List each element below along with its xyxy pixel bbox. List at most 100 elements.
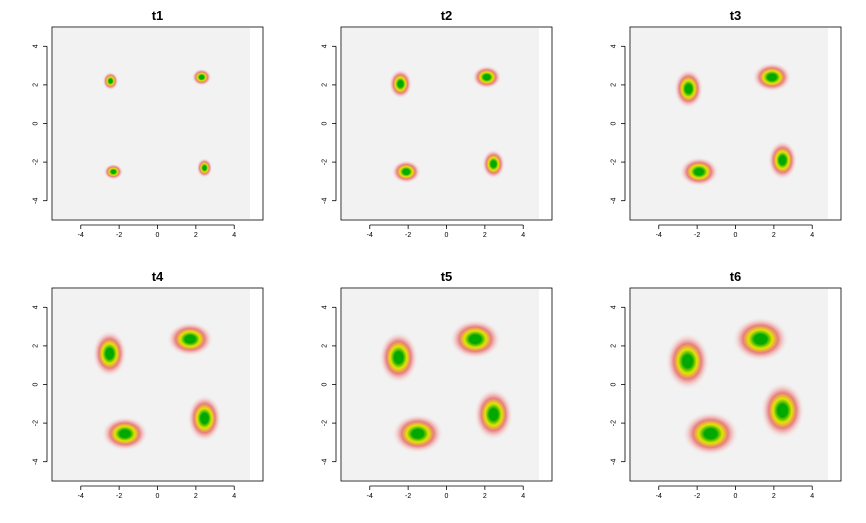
density-blob-1 <box>102 71 119 91</box>
y-tick-label: -4 <box>611 458 618 464</box>
density-blob-2 <box>732 316 789 362</box>
x-tick-label: 2 <box>772 493 776 500</box>
density-blob-3 <box>679 156 719 187</box>
density-blob-1 <box>673 68 704 109</box>
panel-title: t2 <box>441 8 453 23</box>
density-blob-4 <box>481 149 506 179</box>
y-tick-label: -4 <box>33 458 40 464</box>
y-tick-label: 4 <box>611 305 618 309</box>
x-tick-label: 2 <box>483 232 487 239</box>
density-blob-1 <box>388 69 413 99</box>
plot-frame <box>51 26 264 221</box>
x-tick-label: 2 <box>772 232 776 239</box>
density-blob-2 <box>191 68 212 86</box>
x-tick-label: -4 <box>78 232 84 239</box>
panel-title: t5 <box>441 269 453 284</box>
density-blob-4 <box>473 388 514 441</box>
x-tick-label: -4 <box>656 493 662 500</box>
heatmap-background <box>631 28 828 219</box>
y-tick-label: 0 <box>33 382 40 386</box>
x-tick-label: -2 <box>694 493 700 500</box>
density-blob-3 <box>391 160 421 184</box>
y-tick-label: 2 <box>322 83 329 87</box>
panel-t3: t3 -4 -2 0 2 4 -4 -2 0 2 4 <box>611 8 842 239</box>
density-blob-1 <box>665 332 710 390</box>
heatmap-background <box>53 28 250 219</box>
density-blob-2 <box>752 62 792 93</box>
x-tick-label: 0 <box>156 493 160 500</box>
y-tick-label: -4 <box>33 197 40 203</box>
panel-t4: t4 -4 -2 0 2 4 -4 -2 0 2 4 <box>33 269 264 500</box>
density-blob-2 <box>472 65 502 89</box>
y-tick-label: 2 <box>611 83 618 87</box>
density-blob-1 <box>378 331 419 384</box>
x-tick-label: 4 <box>810 232 814 239</box>
y-tick-label: 0 <box>33 121 40 125</box>
x-tick-label: -4 <box>78 493 84 500</box>
x-tick-label: -2 <box>116 232 122 239</box>
y-tick-label: -2 <box>33 420 40 426</box>
y-tick-label: 0 <box>322 121 329 125</box>
panel-title: t1 <box>152 8 164 23</box>
y-tick-label: -2 <box>33 159 40 165</box>
density-blob-2 <box>166 321 214 357</box>
density-blob-3 <box>391 413 444 454</box>
panel-title: t4 <box>152 269 164 284</box>
heatmap-background <box>631 289 828 480</box>
density-blob-4 <box>760 382 805 439</box>
x-tick-label: 4 <box>232 493 236 500</box>
x-tick-label: 2 <box>194 493 198 500</box>
y-tick-label: 0 <box>611 382 618 386</box>
x-tick-label: -4 <box>367 232 373 239</box>
heatmap-background <box>342 289 539 480</box>
density-blob-4 <box>196 158 213 178</box>
x-tick-label: -2 <box>405 493 411 500</box>
plot-frame <box>51 287 264 482</box>
y-tick-label: -2 <box>611 159 618 165</box>
x-tick-label: 0 <box>734 493 738 500</box>
panels: t1 -4 -2 0 2 4 -4 -2 0 2 4 t2 -4 -2 0 2 4 -4 -2 0 2 4 t3 -4 -2 0 2… <box>33 8 842 500</box>
panel-t1: t1 -4 -2 0 2 4 -4 -2 0 2 4 <box>33 8 264 239</box>
y-tick-label: 4 <box>611 44 618 48</box>
y-tick-label: -4 <box>322 197 329 203</box>
y-tick-label: -4 <box>322 458 329 464</box>
y-tick-label: 4 <box>33 44 40 48</box>
y-tick-label: 2 <box>322 344 329 348</box>
y-tick-label: 4 <box>33 305 40 309</box>
panel-t2: t2 -4 -2 0 2 4 -4 -2 0 2 4 <box>322 8 553 239</box>
density-blob-4 <box>767 140 798 180</box>
x-tick-label: -2 <box>116 493 122 500</box>
x-tick-label: 0 <box>445 232 449 239</box>
heatmap-background <box>342 28 539 219</box>
panel-t6: t6 -4 -2 0 2 4 -4 -2 0 2 4 <box>611 269 842 500</box>
x-tick-label: -2 <box>694 232 700 239</box>
x-tick-label: 0 <box>734 232 738 239</box>
plot-frame <box>629 26 842 221</box>
x-tick-label: 0 <box>445 493 449 500</box>
x-tick-label: 4 <box>521 493 525 500</box>
plot-frame <box>340 287 553 482</box>
plot-frame <box>629 287 842 482</box>
y-tick-label: 2 <box>611 344 618 348</box>
y-tick-label: 2 <box>33 83 40 87</box>
panel-title: t6 <box>730 269 742 284</box>
x-tick-label: 2 <box>483 493 487 500</box>
x-tick-label: -2 <box>405 232 411 239</box>
y-tick-label: -2 <box>322 159 329 165</box>
y-tick-label: 4 <box>322 305 329 309</box>
y-tick-label: -4 <box>611 197 618 203</box>
density-blob-3 <box>103 163 124 180</box>
density-blob-2 <box>449 319 502 359</box>
y-tick-label: 0 <box>322 382 329 386</box>
panel-title: t3 <box>730 8 742 23</box>
x-tick-label: -4 <box>656 232 662 239</box>
density-blob-3 <box>682 411 739 456</box>
y-tick-label: -2 <box>611 420 618 426</box>
density-blob-1 <box>92 330 127 378</box>
density-blob-3 <box>101 416 149 452</box>
x-tick-label: 4 <box>521 232 525 239</box>
density-blob-4 <box>187 394 222 442</box>
x-tick-label: -4 <box>367 493 373 500</box>
x-tick-label: 4 <box>232 232 236 239</box>
